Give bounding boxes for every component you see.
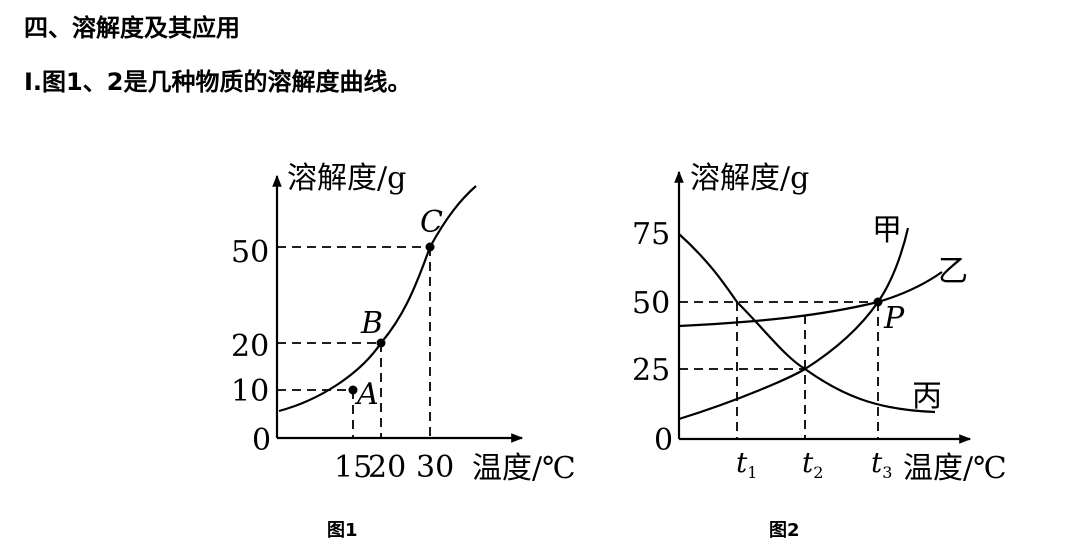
fig1-y-tick-20: 20 (231, 329, 269, 364)
fig1-x-tick-30: 30 (416, 450, 454, 485)
fig2-label-p: P (883, 301, 905, 336)
fig2-series-label-yi: 乙 (938, 254, 968, 289)
fig2-x-tick-t1: t1 (736, 446, 757, 482)
fig2-x-tick-t3: t3 (871, 446, 892, 482)
fig2-origin-label: 0 (654, 423, 673, 458)
fig1-label-c: C (420, 205, 443, 240)
fig1-y-axis-label: 溶解度/g (287, 161, 406, 196)
fig1-caption: 图1 (327, 520, 358, 541)
fig2-series-label-jia: 甲 (872, 213, 902, 248)
fig1-point-a (348, 385, 358, 395)
fig1-y-tick-10: 10 (231, 374, 269, 409)
fig1-label-a: A (354, 377, 379, 412)
fig1-origin-label: 0 (252, 423, 271, 458)
fig2-curve-bing (678, 233, 936, 414)
intro-text: I.图1、2是几种物质的溶解度曲线。 (24, 68, 412, 96)
fig1-point-c (425, 242, 435, 252)
fig2-y-tick-75: 75 (632, 217, 670, 252)
fig2-series-label-bing: 丙 (912, 379, 942, 414)
fig1-x-tick-15: 15 (334, 450, 372, 485)
figure-2: 溶解度/g 温度/℃ 0 75 50 25 t1 t2 t3 P 甲 乙 丙 图… (632, 161, 1007, 541)
fig1-x-axis-label: 温度/℃ (472, 451, 576, 486)
fig1-point-b (376, 338, 386, 348)
fig2-curve-jia (678, 227, 910, 421)
fig1-solubility-curve (278, 185, 477, 413)
fig1-label-b: B (360, 306, 383, 341)
figure-1: 溶解度/g 温度/℃ 0 50 20 10 15 20 30 A B C 图1 (231, 161, 576, 541)
fig2-point-p (873, 297, 883, 307)
fig1-y-tick-50: 50 (231, 235, 269, 270)
fig2-caption: 图2 (769, 520, 800, 541)
fig2-x-tick-t2: t2 (802, 446, 823, 482)
section-title: 四、溶解度及其应用 (24, 14, 240, 42)
fig2-y-axis-label: 溶解度/g (690, 161, 809, 196)
fig2-y-tick-25: 25 (632, 353, 670, 388)
fig2-x-axis-label: 温度/℃ (903, 451, 1007, 486)
fig1-x-tick-20: 20 (368, 450, 406, 485)
fig2-curve-yi (678, 271, 943, 328)
fig2-y-tick-50: 50 (632, 286, 670, 321)
